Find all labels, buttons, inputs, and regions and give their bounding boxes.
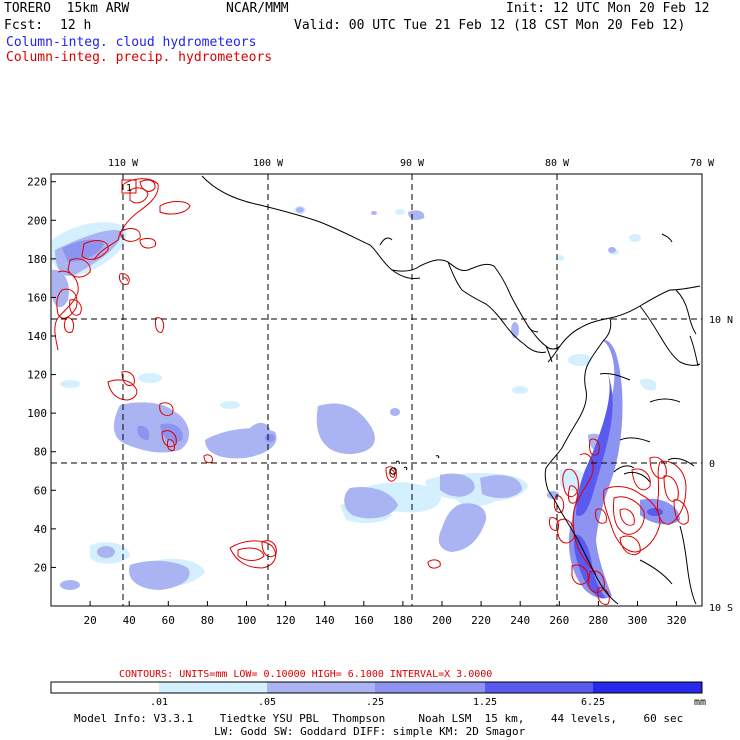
x-tick-label: 60 xyxy=(162,614,175,627)
y-tick-label: 180 xyxy=(27,253,47,266)
y-tick-label: 100 xyxy=(27,407,47,420)
colorbar-label: 6.25 xyxy=(581,697,605,708)
cloud-field-title: Column-integ. cloud hydrometeors xyxy=(6,35,257,50)
x-tick-label: 320 xyxy=(667,614,687,627)
lat-label: 0 xyxy=(709,459,715,470)
forecast-hour: 12 h xyxy=(60,18,92,33)
model-info-line1: Model Info: V3.3.1 Tiedtke YSU PBL Thomp… xyxy=(74,712,684,725)
x-tick-label: 100 xyxy=(237,614,257,627)
lon-label: 90 W xyxy=(400,158,425,169)
precip-field-title: Column-integ. precip. hydrometeors xyxy=(6,50,273,65)
cloud-shading xyxy=(52,206,680,599)
y-tick-label: 40 xyxy=(34,523,47,536)
x-tick-label: 300 xyxy=(628,614,648,627)
x-tick-label: 280 xyxy=(588,614,608,627)
y-ticks: 220 200 180 160 140 120 100 80 60 40 20 xyxy=(27,176,56,574)
y-tick-label: 80 xyxy=(34,446,47,459)
colorbar-label: .01 xyxy=(150,697,168,708)
valid-time: Valid: 00 UTC Tue 21 Feb 12 (18 CST Mon … xyxy=(294,18,686,33)
coastlines xyxy=(201,175,701,605)
precip-contours xyxy=(54,178,689,605)
org-name: NCAR/MMM xyxy=(226,1,289,16)
colorbar: .01 .05 .25 1.25 6.25 mm xyxy=(50,681,706,708)
x-tick-label: 20 xyxy=(83,614,96,627)
colorbar-label: .25 xyxy=(366,697,384,708)
x-tick-label: 140 xyxy=(315,614,335,627)
max-marker: 1 xyxy=(121,179,137,194)
init-time: Init: 12 UTC Mon 20 Feb 12 xyxy=(506,1,710,16)
colorbar-unit: mm xyxy=(694,697,706,708)
x-ticks: 20 40 60 80 100 120 140 160 180 200 220 240 260 280 30… xyxy=(83,601,687,627)
forecast-label: Fcst: xyxy=(4,18,44,33)
lon-label: 80 W xyxy=(545,158,570,169)
y-tick-label: 160 xyxy=(27,291,47,304)
colorbar-label: 1.25 xyxy=(473,697,497,708)
y-tick-label: 60 xyxy=(34,484,47,497)
svg-text:1: 1 xyxy=(126,183,132,194)
y-tick-label: 20 xyxy=(34,561,47,574)
lat-labels: 10 N 0 10 S xyxy=(709,315,733,614)
x-tick-label: 120 xyxy=(276,614,296,627)
x-tick-label: 40 xyxy=(123,614,136,627)
x-tick-label: 80 xyxy=(201,614,214,627)
lon-label: 70 W xyxy=(690,158,715,169)
x-tick-label: 220 xyxy=(471,614,491,627)
lon-label: 110 W xyxy=(108,158,139,169)
y-tick-label: 220 xyxy=(27,176,47,189)
x-tick-label: 200 xyxy=(432,614,452,627)
contour-info: CONTOURS: UNITS=mm LOW= 0.10000 HIGH= 6.… xyxy=(119,669,492,680)
map-panel: 1 xyxy=(50,173,703,607)
y-tick-label: 120 xyxy=(27,369,47,382)
x-tick-label: 260 xyxy=(549,614,569,627)
lat-label: 10 S xyxy=(709,603,733,614)
x-tick-label: 160 xyxy=(354,614,374,627)
lon-labels: 110 W 100 W 90 W 80 W 70 W xyxy=(108,158,715,169)
colorbar-label: .05 xyxy=(258,697,276,708)
x-tick-label: 240 xyxy=(510,614,530,627)
lat-label: 10 N xyxy=(709,315,733,326)
lon-label: 100 W xyxy=(253,158,284,169)
model-info-line2: LW: Godd SW: Goddard DIFF: simple KM: 2D… xyxy=(214,725,526,738)
y-tick-label: 140 xyxy=(27,330,47,343)
lat-lon-grid xyxy=(51,174,702,606)
x-tick-label: 180 xyxy=(393,614,413,627)
y-tick-label: 200 xyxy=(27,214,47,227)
model-name: TORERO 15km ARW xyxy=(4,1,130,16)
